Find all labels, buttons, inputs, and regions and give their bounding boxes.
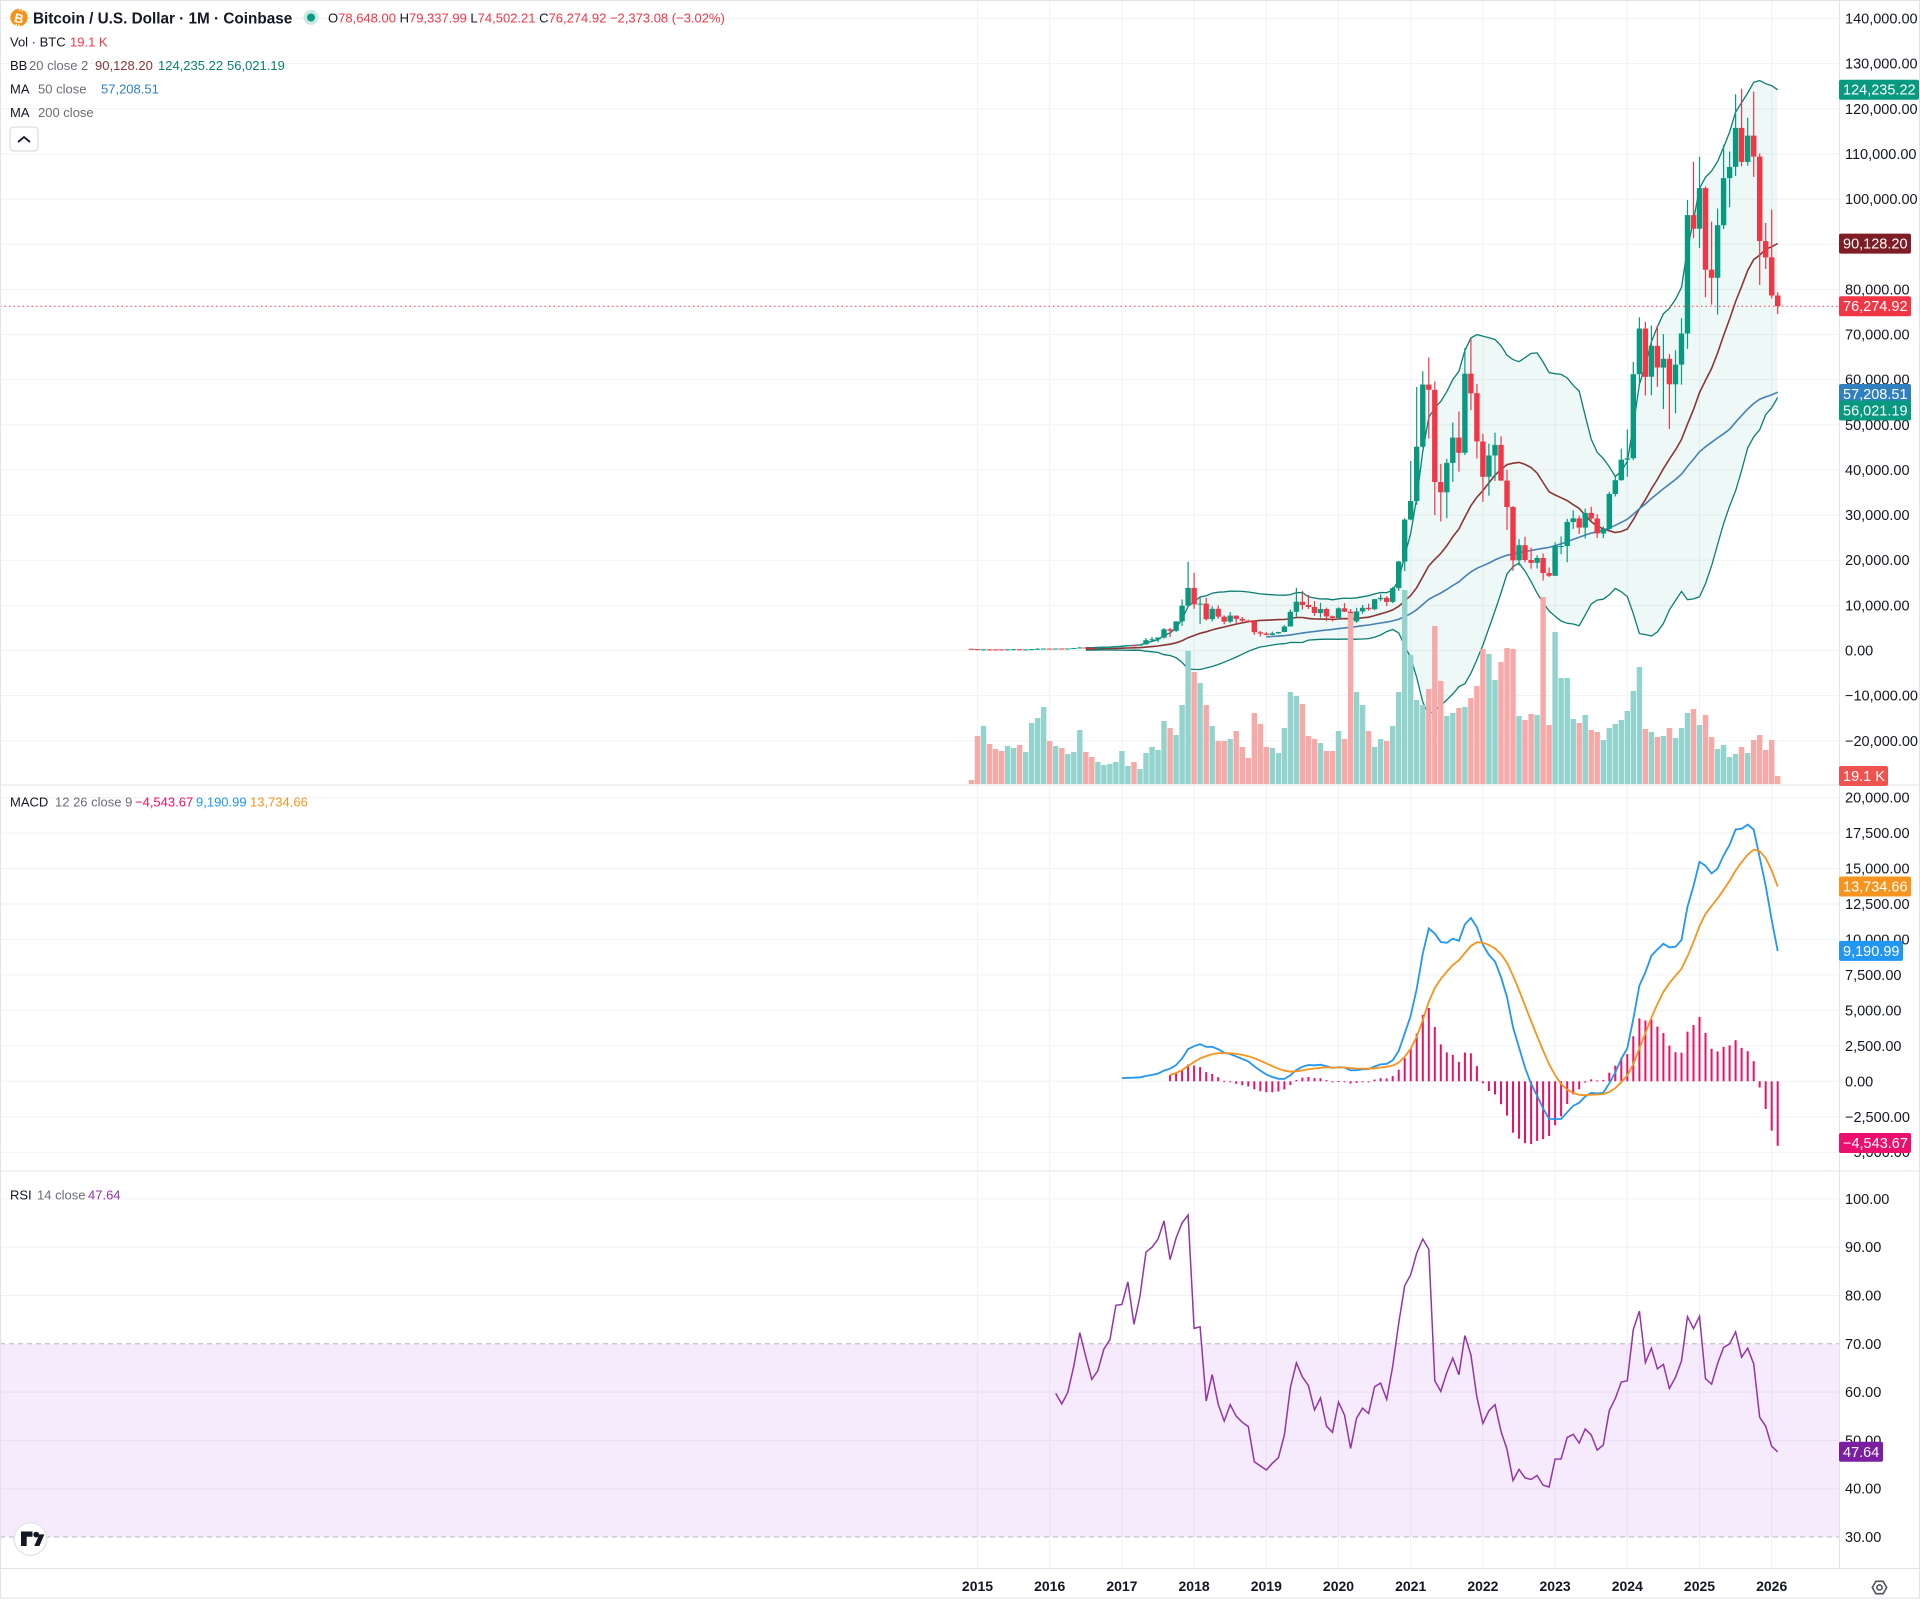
svg-text:12,500.00: 12,500.00 bbox=[1845, 897, 1910, 913]
svg-text:5,000.00: 5,000.00 bbox=[1845, 1003, 1901, 1019]
svg-text:−4,543.67: −4,543.67 bbox=[1843, 1136, 1908, 1152]
svg-text:80,000.00: 80,000.00 bbox=[1845, 282, 1910, 298]
svg-text:2016: 2016 bbox=[1034, 1578, 1065, 1594]
svg-text:2018: 2018 bbox=[1179, 1578, 1210, 1594]
svg-text:Bitcoin / U.S. Dollar · 1M · C: Bitcoin / U.S. Dollar · 1M · Coinbase bbox=[33, 11, 292, 28]
svg-text:76,274.92: 76,274.92 bbox=[1843, 299, 1908, 315]
svg-text:40,000.00: 40,000.00 bbox=[1845, 463, 1910, 479]
svg-text:60.00: 60.00 bbox=[1845, 1385, 1881, 1401]
svg-text:70.00: 70.00 bbox=[1845, 1337, 1881, 1353]
svg-text:80.00: 80.00 bbox=[1845, 1289, 1881, 1305]
svg-text:20,000.00: 20,000.00 bbox=[1845, 791, 1910, 807]
svg-text:−2,500.00: −2,500.00 bbox=[1845, 1110, 1910, 1126]
svg-text:30,000.00: 30,000.00 bbox=[1845, 508, 1910, 524]
svg-text:17,500.00: 17,500.00 bbox=[1845, 826, 1910, 842]
svg-text:100.00: 100.00 bbox=[1845, 1192, 1889, 1208]
svg-text:70,000.00: 70,000.00 bbox=[1845, 328, 1910, 344]
svg-text:9,190.99: 9,190.99 bbox=[1843, 944, 1899, 960]
svg-text:7,500.00: 7,500.00 bbox=[1845, 968, 1901, 984]
svg-text:2019: 2019 bbox=[1251, 1578, 1282, 1594]
svg-text:124,235.22: 124,235.22 bbox=[1843, 83, 1916, 99]
svg-text:2024: 2024 bbox=[1612, 1578, 1643, 1594]
svg-text:56,021.19: 56,021.19 bbox=[1843, 404, 1908, 420]
svg-text:120,000.00: 120,000.00 bbox=[1845, 102, 1918, 118]
svg-text:2021: 2021 bbox=[1395, 1578, 1426, 1594]
svg-text:0.00: 0.00 bbox=[1845, 644, 1873, 660]
svg-text:90.00: 90.00 bbox=[1845, 1240, 1881, 1256]
svg-text:2017: 2017 bbox=[1106, 1578, 1137, 1594]
svg-text:13,734.66: 13,734.66 bbox=[1843, 880, 1908, 896]
svg-text:2020: 2020 bbox=[1323, 1578, 1354, 1594]
svg-text:20,000.00: 20,000.00 bbox=[1845, 553, 1910, 569]
svg-text:40.00: 40.00 bbox=[1845, 1482, 1881, 1498]
svg-text:110,000.00: 110,000.00 bbox=[1845, 147, 1917, 163]
svg-text:15,000.00: 15,000.00 bbox=[1845, 862, 1910, 878]
svg-text:10,000.00: 10,000.00 bbox=[1845, 598, 1910, 614]
svg-text:2026: 2026 bbox=[1756, 1578, 1787, 1594]
svg-text:19.1 K: 19.1 K bbox=[1843, 769, 1885, 785]
svg-text:130,000.00: 130,000.00 bbox=[1845, 57, 1918, 73]
svg-text:50,000.00: 50,000.00 bbox=[1845, 418, 1910, 434]
svg-text:0.00: 0.00 bbox=[1845, 1074, 1873, 1090]
svg-text:90,128.20: 90,128.20 bbox=[1843, 237, 1908, 253]
svg-text:−10,000.00: −10,000.00 bbox=[1845, 689, 1918, 705]
svg-text:−20,000.00: −20,000.00 bbox=[1845, 734, 1918, 750]
svg-text:2022: 2022 bbox=[1467, 1578, 1498, 1594]
svg-text:57,208.51: 57,208.51 bbox=[1843, 387, 1908, 403]
svg-text:B: B bbox=[13, 10, 25, 27]
svg-text:30.00: 30.00 bbox=[1845, 1530, 1881, 1546]
svg-text:2015: 2015 bbox=[962, 1578, 993, 1594]
svg-text:2025: 2025 bbox=[1684, 1578, 1715, 1594]
svg-text:2023: 2023 bbox=[1540, 1578, 1571, 1594]
svg-text:140,000.00: 140,000.00 bbox=[1845, 12, 1918, 28]
svg-text:O78,648.00 H79,337.99 L74,502.: O78,648.00 H79,337.99 L74,502.21 C76,274… bbox=[328, 11, 725, 26]
svg-text:2,500.00: 2,500.00 bbox=[1845, 1039, 1901, 1055]
svg-text:100,000.00: 100,000.00 bbox=[1845, 192, 1918, 208]
svg-text:47.64: 47.64 bbox=[1843, 1445, 1879, 1461]
